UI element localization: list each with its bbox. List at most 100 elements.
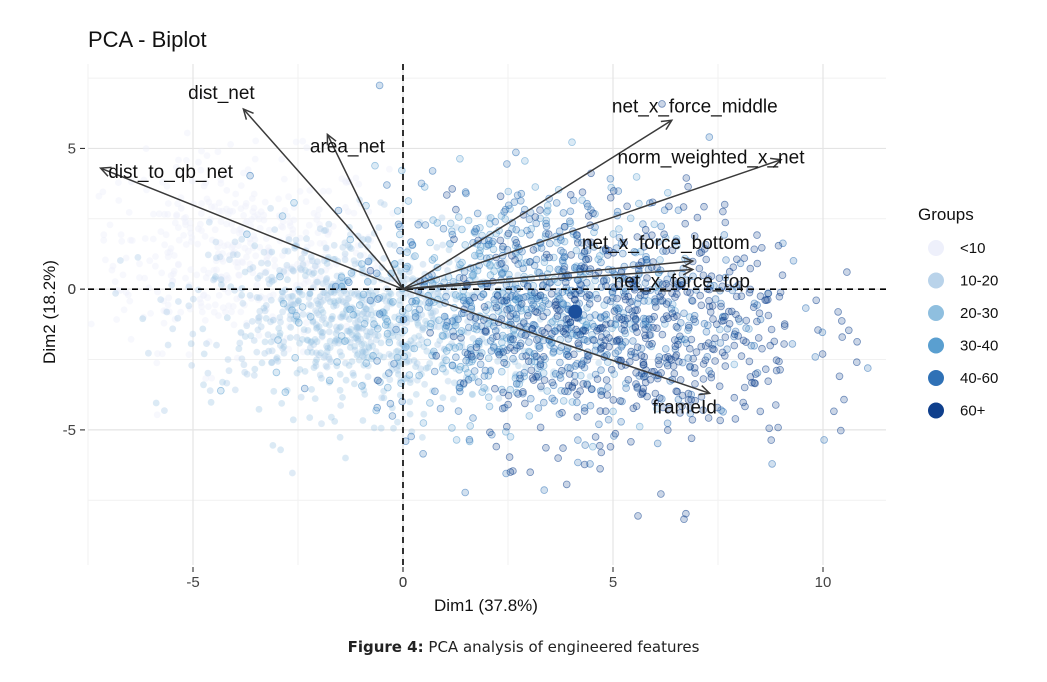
data-point: [532, 255, 541, 264]
data-point: [252, 137, 260, 145]
data-point: [814, 326, 822, 334]
data-point: [380, 353, 387, 361]
legend-label: 60+: [960, 403, 986, 420]
data-point: [604, 383, 612, 392]
data-point: [319, 328, 327, 336]
data-point: [711, 295, 720, 303]
data-point: [497, 367, 506, 376]
data-point: [263, 257, 270, 264]
data-point: [183, 129, 191, 137]
data-point: [742, 316, 751, 325]
data-point: [332, 330, 340, 337]
data-point: [288, 306, 296, 315]
data-point: [375, 81, 384, 90]
data-point: [442, 356, 451, 365]
data-point: [498, 404, 507, 413]
data-point: [219, 250, 227, 257]
data-point: [430, 254, 439, 262]
data-point: [536, 291, 545, 300]
data-point: [337, 290, 345, 298]
data-point: [323, 342, 330, 350]
data-point: [338, 175, 346, 183]
data-point: [617, 239, 626, 248]
data-point: [493, 292, 502, 300]
data-point: [496, 236, 505, 245]
data-point: [428, 351, 436, 360]
data-point: [411, 252, 419, 260]
data-point: [365, 344, 373, 352]
data-point: [503, 305, 511, 314]
data-point: [556, 374, 565, 382]
data-point: [665, 202, 673, 211]
data-point: [242, 202, 250, 210]
data-point: [139, 315, 147, 323]
data-point: [344, 295, 352, 303]
chart-title: PCA - Biplot: [88, 27, 207, 52]
data-point: [540, 376, 549, 384]
data-point: [523, 311, 532, 320]
data-point: [657, 222, 665, 231]
data-point: [702, 327, 711, 336]
data-point: [439, 224, 448, 233]
data-point: [320, 227, 328, 235]
data-point: [593, 375, 602, 383]
data-point: [426, 360, 434, 367]
data-point: [351, 380, 358, 388]
data-point: [367, 339, 375, 346]
data-point: [317, 328, 324, 336]
data-point: [371, 161, 379, 170]
data-point: [620, 284, 629, 293]
data-point: [334, 206, 343, 215]
data-point: [536, 206, 544, 214]
data-point: [255, 332, 263, 339]
data-point: [355, 326, 363, 333]
data-point: [365, 208, 373, 216]
data-point: [225, 169, 233, 177]
data-point: [316, 274, 324, 281]
data-point: [324, 231, 332, 238]
data-point: [580, 247, 589, 256]
data-point: [536, 315, 544, 323]
data-point: [360, 353, 368, 361]
data-point: [230, 321, 238, 329]
data-point: [544, 230, 553, 238]
data-point: [721, 273, 730, 282]
data-point: [360, 386, 368, 394]
data-point: [365, 343, 372, 351]
data-point: [169, 277, 177, 285]
data-point: [515, 362, 522, 370]
data-point: [313, 338, 321, 346]
data-point: [574, 436, 582, 444]
data-point: [352, 334, 360, 342]
data-point: [863, 364, 872, 372]
data-point: [380, 255, 388, 262]
data-point: [583, 356, 592, 364]
data-point: [343, 301, 351, 309]
data-point: [484, 354, 493, 363]
data-point: [393, 353, 402, 362]
data-point: [278, 288, 286, 296]
data-point: [361, 347, 368, 355]
data-point: [260, 211, 268, 219]
data-point: [627, 347, 635, 356]
data-point: [289, 263, 296, 271]
data-point: [195, 158, 202, 166]
data-point: [247, 332, 255, 340]
data-point: [341, 256, 349, 264]
loading-arrow-net_x_force_top: [402, 268, 693, 290]
loading-arrow-dist_to_qb_net: [100, 167, 404, 290]
data-point: [671, 345, 680, 354]
data-point: [476, 360, 485, 369]
data-point: [152, 399, 160, 407]
data-point: [164, 200, 172, 207]
data-point: [281, 266, 288, 274]
data-point: [301, 280, 308, 288]
data-point: [237, 225, 245, 233]
data-point: [383, 383, 392, 392]
data-point: [521, 331, 530, 340]
data-point: [270, 316, 278, 324]
data-point: [353, 312, 361, 320]
data-point: [778, 271, 787, 280]
data-point: [318, 374, 325, 382]
data-point: [230, 227, 238, 235]
